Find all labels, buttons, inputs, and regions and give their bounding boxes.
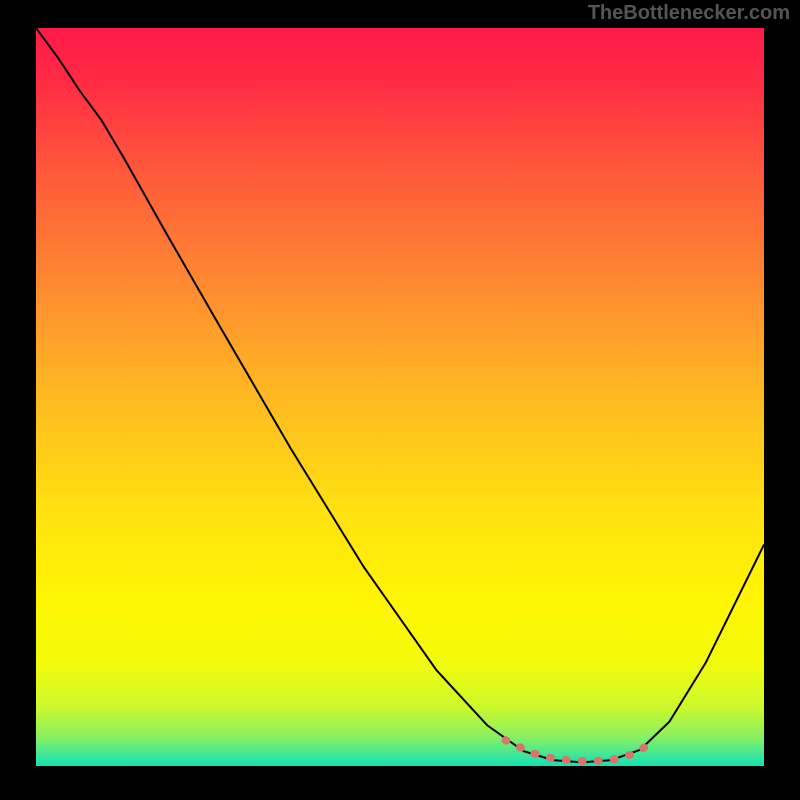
curve-layer [36, 28, 764, 766]
chart-container: TheBottlenecker.com [0, 0, 800, 800]
highlight-segment [506, 740, 655, 761]
attribution-label: TheBottlenecker.com [588, 2, 790, 25]
bottleneck-curve [36, 28, 764, 762]
plot-area [36, 28, 764, 766]
